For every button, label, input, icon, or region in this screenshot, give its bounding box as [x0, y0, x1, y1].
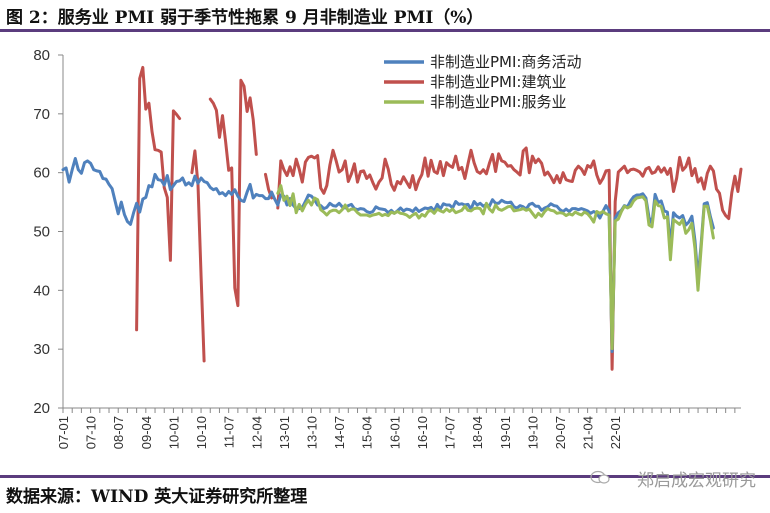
y-tick-label: 80: [33, 47, 50, 64]
y-tick-label: 20: [33, 400, 50, 417]
x-tick-label: 09-04: [139, 416, 154, 449]
line-chart: 20 30 40 50 60 70 80 07-01 07-10 08-07 09-04 10-01 1…: [33, 47, 743, 449]
data-source-note: 数据来源：WIND 英大证券研究所整理: [6, 487, 308, 507]
y-tick-label: 30: [33, 341, 50, 358]
x-tick-label: 19-10: [525, 416, 540, 449]
x-tick-label: 10-01: [166, 416, 181, 449]
x-tick-label: 07-10: [84, 416, 99, 449]
plot-area: [61, 65, 743, 371]
x-tick-label: 10-10: [194, 416, 209, 449]
bottom-divider: [0, 475, 770, 478]
x-tick-label: 08-07: [111, 416, 126, 449]
x-tick-label: 12-04: [249, 416, 264, 449]
x-tick-label: 19-01: [498, 416, 513, 449]
series-line: [276, 146, 743, 371]
x-tick-label: 07-01: [56, 416, 71, 449]
x-tick-label: 13-10: [304, 416, 319, 449]
x-tick-label: 20-07: [553, 416, 568, 449]
top-divider: [0, 29, 770, 32]
legend-label: 非制造业PMI:商务活动: [430, 53, 581, 71]
legend-label: 非制造业PMI:服务业: [430, 93, 566, 111]
x-tick-label: 21-04: [581, 416, 596, 449]
y-tick-label: 60: [33, 165, 50, 182]
y-tick-label: 50: [33, 224, 50, 241]
wechat-icon: [590, 470, 610, 484]
x-tick-label: 14-07: [332, 416, 347, 449]
watermark-text: 郑启成宏观研究: [637, 471, 756, 491]
x-tick-label: 22-01: [608, 416, 623, 449]
series-line: [135, 65, 182, 332]
series-line: [208, 78, 258, 308]
y-tick-label: 40: [33, 282, 50, 299]
x-tick-label: 16-10: [415, 416, 430, 449]
series-line: [61, 157, 715, 353]
x-tick-label: 11-07: [222, 416, 237, 448]
x-tick-label: 13-01: [277, 416, 292, 449]
x-tick-label: 16-01: [387, 416, 402, 449]
x-tick-label: 17-07: [443, 416, 458, 449]
chart-axes: 20 30 40 50 60 70 80 07-01 07-10 08-07 09-04 10-01 1…: [33, 47, 741, 449]
figure-title: 图 2：服务业 PMI 弱于季节性拖累 9 月非制造业 PMI（%）: [6, 8, 484, 28]
legend-label: 非制造业PMI:建筑业: [430, 73, 566, 91]
x-tick-label: 15-04: [360, 416, 375, 449]
y-tick-label: 70: [33, 106, 50, 123]
series-line: [276, 184, 715, 351]
x-tick-label: 18-04: [470, 416, 485, 449]
